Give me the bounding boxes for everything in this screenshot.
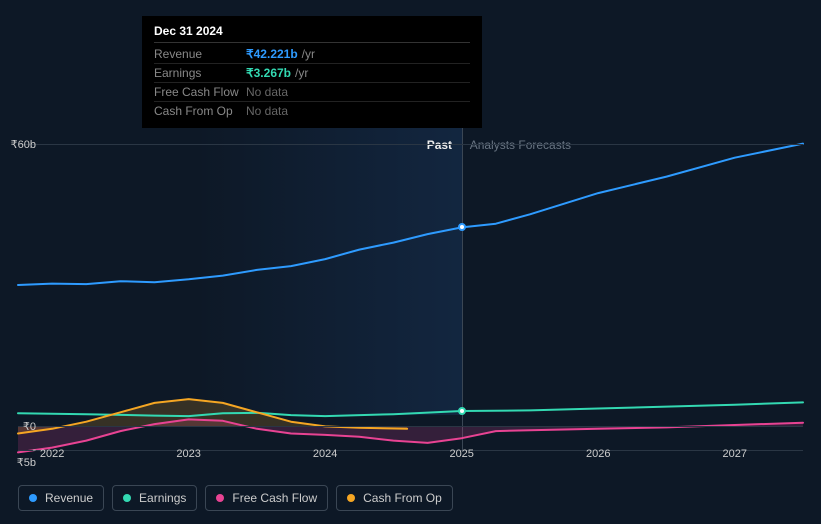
tooltip-row-nodata: No data	[246, 104, 288, 118]
tooltip-row-value: ₹42.221b	[246, 47, 298, 61]
tooltip-rows: Revenue₹42.221b/yrEarnings₹3.267b/yrFree…	[154, 45, 470, 120]
legend: Revenue Earnings Free Cash Flow Cash From O…	[18, 485, 453, 511]
hover-marker	[458, 223, 466, 231]
x-axis-label: 2026	[586, 448, 610, 460]
legend-dot-icon	[29, 494, 37, 502]
legend-label: Free Cash Flow	[232, 491, 317, 505]
x-axis-label: 2025	[449, 448, 473, 460]
tooltip-row-label: Revenue	[154, 47, 246, 61]
gridline	[18, 426, 803, 427]
x-axis-label: 2023	[176, 448, 200, 460]
y-axis-label: ₹60b	[11, 138, 36, 151]
legend-item[interactable]: Cash From Op	[336, 485, 453, 511]
legend-label: Cash From Op	[363, 491, 442, 505]
tooltip-row-nodata: No data	[246, 85, 288, 99]
tooltip-row-label: Cash From Op	[154, 104, 246, 118]
chart-plot-area[interactable]: Past Analysts Forecasts ₹60b₹0-₹5b	[18, 120, 803, 450]
tooltip-row: Free Cash FlowNo data	[154, 83, 470, 102]
tooltip-row: Revenue₹42.221b/yr	[154, 45, 470, 64]
legend-item[interactable]: Revenue	[18, 485, 104, 511]
hover-marker	[458, 407, 466, 415]
tooltip-row: Earnings₹3.267b/yr	[154, 64, 470, 83]
tooltip-row: Cash From OpNo data	[154, 102, 470, 120]
tooltip-row-unit: /yr	[302, 47, 315, 61]
y-axis-label: ₹0	[23, 420, 36, 433]
tooltip-row-label: Free Cash Flow	[154, 85, 246, 99]
x-axis-label: 2022	[40, 448, 64, 460]
legend-dot-icon	[347, 494, 355, 502]
gridline	[18, 144, 803, 145]
chart-svg	[18, 120, 803, 450]
x-axis: 2022 2023 2024 2025 2026 2027	[18, 448, 803, 468]
tooltip-row-label: Earnings	[154, 66, 246, 80]
tooltip-date: Dec 31 2024	[154, 24, 470, 43]
x-axis-label: 2027	[722, 448, 746, 460]
series-line	[18, 144, 803, 285]
x-axis-label: 2024	[313, 448, 337, 460]
legend-dot-icon	[216, 494, 224, 502]
legend-dot-icon	[123, 494, 131, 502]
tooltip-row-unit: /yr	[295, 66, 308, 80]
tooltip-row-value: ₹3.267b	[246, 66, 291, 80]
chart-tooltip: Dec 31 2024 Revenue₹42.221b/yrEarnings₹3…	[142, 16, 482, 128]
legend-label: Revenue	[45, 491, 93, 505]
legend-item[interactable]: Earnings	[112, 485, 197, 511]
legend-item[interactable]: Free Cash Flow	[205, 485, 328, 511]
legend-label: Earnings	[139, 491, 186, 505]
